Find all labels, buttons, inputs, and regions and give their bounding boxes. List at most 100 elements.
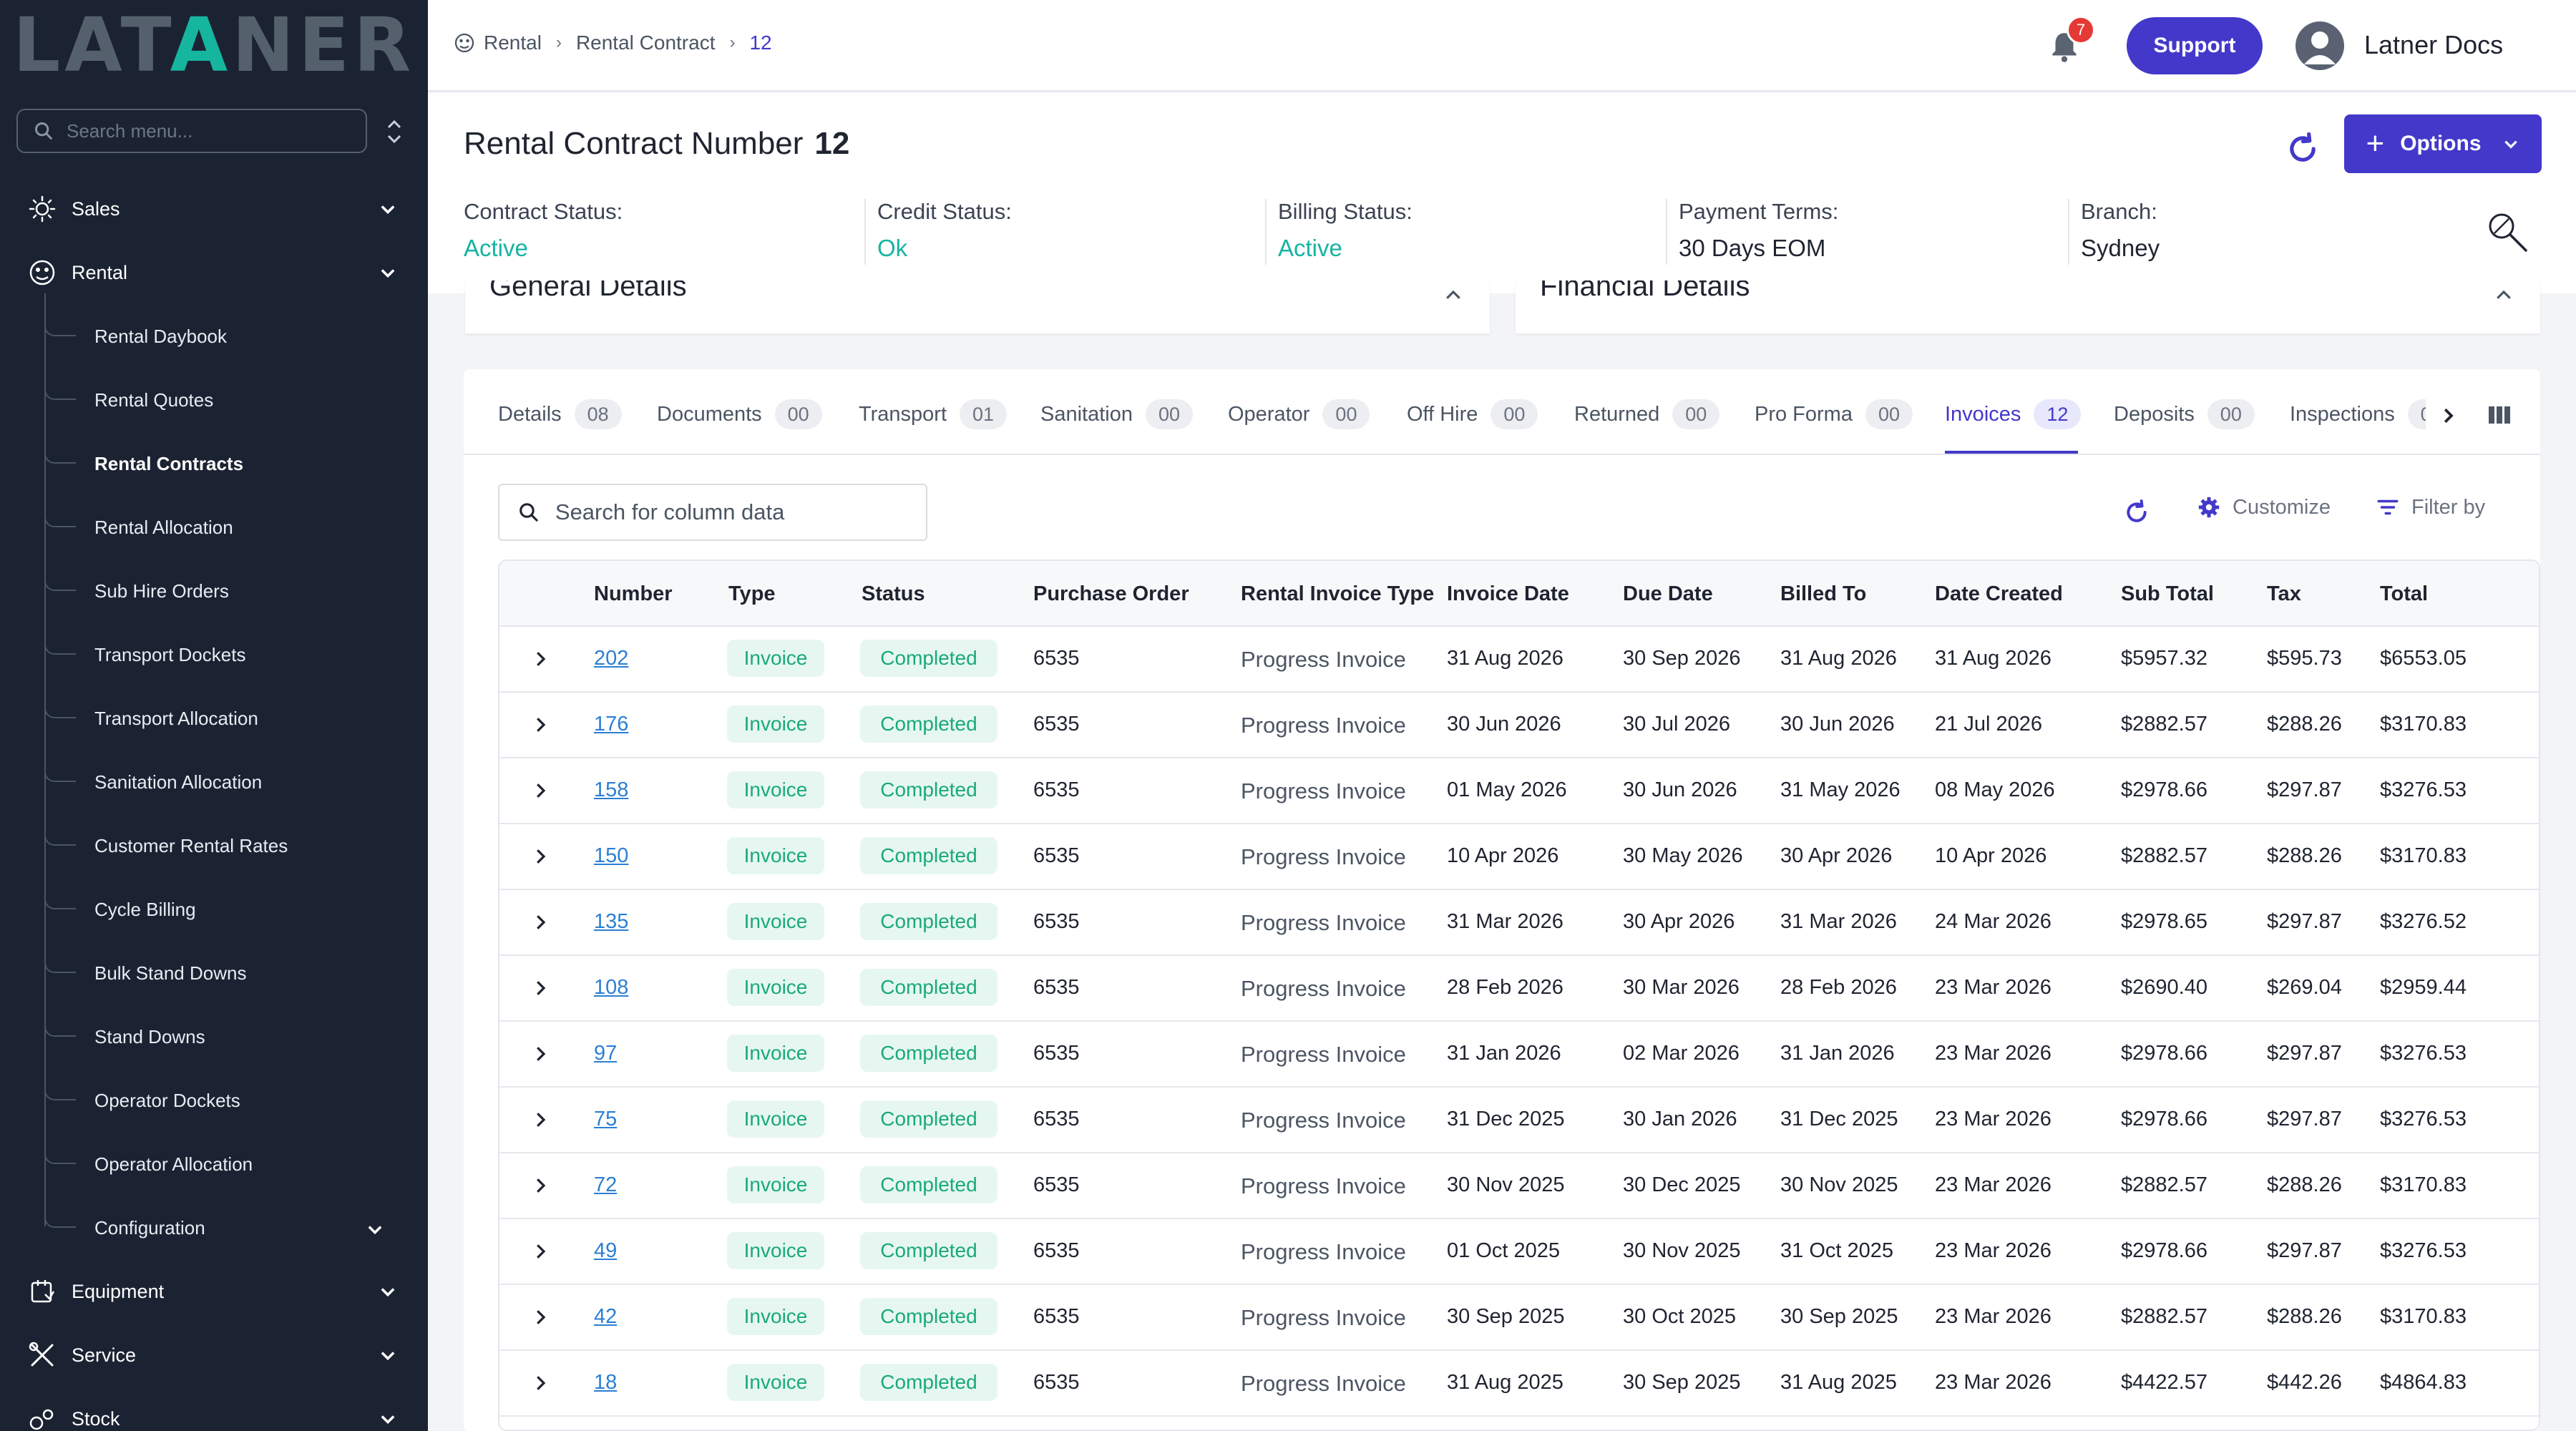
table-row[interactable]: 202 Invoice Completed 6535 Progress Invoice 3…: [499, 627, 2539, 693]
options-button[interactable]: + Options: [2344, 114, 2542, 173]
invoice-number-link[interactable]: 18: [594, 1371, 618, 1394]
column-header-type[interactable]: Type: [728, 582, 776, 605]
sidebar-item-operator-allocation[interactable]: Operator Allocation: [44, 1144, 416, 1184]
expand-row-icon[interactable]: [530, 1175, 551, 1196]
expand-row-icon[interactable]: [530, 846, 551, 867]
table-row[interactable]: 135 Invoice Completed 6535 Progress Invoice 3…: [499, 890, 2539, 956]
invoice-number-link[interactable]: 158: [594, 778, 629, 801]
tab-operator[interactable]: Operator 00: [1228, 396, 1370, 432]
chevron-right-icon[interactable]: [2437, 405, 2459, 426]
invoice-number-link[interactable]: 108: [594, 976, 629, 999]
collapse-sidebar-icon[interactable]: [384, 116, 405, 147]
refresh-icon[interactable]: [2284, 130, 2321, 167]
tab-off-hire[interactable]: Off Hire 00: [1407, 396, 1538, 432]
invoice-number-link[interactable]: 150: [594, 844, 629, 867]
zoom-icon[interactable]: [2484, 209, 2530, 255]
expand-row-icon[interactable]: [530, 714, 551, 736]
expand-row-icon[interactable]: [530, 912, 551, 933]
sidebar-item-bulk-stand-downs[interactable]: Bulk Stand Downs: [44, 953, 416, 993]
invoice-number-link[interactable]: 75: [594, 1108, 618, 1130]
user-name[interactable]: Latner Docs: [2364, 30, 2504, 59]
column-header-rental-invoice-type[interactable]: Rental Invoice Type: [1241, 582, 1435, 605]
expand-row-icon[interactable]: [530, 780, 551, 801]
invoice-number-link[interactable]: 49: [594, 1239, 618, 1262]
column-header-tax[interactable]: Tax: [2267, 582, 2301, 605]
avatar[interactable]: [2296, 21, 2344, 70]
sidebar-search-input[interactable]: [67, 119, 353, 142]
nav-rental[interactable]: Rental: [27, 253, 414, 293]
table-search-input[interactable]: [555, 499, 926, 525]
sidebar-item-rental-daybook[interactable]: Rental Daybook: [44, 316, 416, 356]
column-header-billed-to[interactable]: Billed To: [1780, 582, 1867, 605]
expand-row-icon[interactable]: [530, 648, 551, 670]
general-details-card[interactable]: General Details: [465, 280, 1490, 333]
tab-invoices[interactable]: Invoices 12: [1945, 396, 2082, 432]
expand-row-icon[interactable]: [530, 1241, 551, 1262]
tab-deposits[interactable]: Deposits 00: [2114, 396, 2255, 432]
nav-sales[interactable]: Sales: [27, 189, 414, 229]
sidebar-item-sanitation-allocation[interactable]: Sanitation Allocation: [44, 762, 416, 802]
table-row[interactable]: 176 Invoice Completed 6535 Progress Invoice 3…: [499, 693, 2539, 758]
sidebar-item-sub-hire-orders[interactable]: Sub Hire Orders: [44, 571, 416, 611]
invoice-number-link[interactable]: 202: [594, 647, 629, 670]
sidebar-item-rental-allocation[interactable]: Rental Allocation: [44, 507, 416, 547]
sidebar-item-operator-dockets[interactable]: Operator Dockets: [44, 1080, 416, 1120]
sidebar-item-transport-allocation[interactable]: Transport Allocation: [44, 698, 416, 738]
chevron-up-icon[interactable]: [2493, 285, 2514, 306]
financial-details-card[interactable]: Financial Details: [1516, 280, 2540, 333]
table-row[interactable]: 97 Invoice Completed 6535 Progress Invoice 31…: [499, 1022, 2539, 1088]
expand-row-icon[interactable]: [530, 1109, 551, 1130]
refresh-icon[interactable]: [2122, 498, 2151, 527]
tab-documents[interactable]: Documents 00: [657, 396, 822, 432]
invoice-number-link[interactable]: 97: [594, 1042, 618, 1065]
table-row[interactable]: 158 Invoice Completed 6535 Progress Invoice 0…: [499, 758, 2539, 824]
table-row[interactable]: 75 Invoice Completed 6535 Progress Invoice 31…: [499, 1088, 2539, 1153]
sidebar-item-stand-downs[interactable]: Stand Downs: [44, 1017, 416, 1057]
column-header-due-date[interactable]: Due Date: [1623, 582, 1713, 605]
breadcrumb-rental-contract[interactable]: Rental Contract: [575, 31, 716, 54]
column-header-status[interactable]: Status: [862, 582, 925, 605]
invoice-number-link[interactable]: 135: [594, 910, 629, 933]
tab-details[interactable]: Details 08: [498, 396, 622, 432]
expand-row-icon[interactable]: [530, 1307, 551, 1328]
nav-stock[interactable]: Stock: [27, 1399, 414, 1431]
sidebar-item-cycle-billing[interactable]: Cycle Billing: [44, 889, 416, 929]
column-header-purchase-order[interactable]: Purchase Order: [1033, 582, 1189, 605]
column-header-invoice-date[interactable]: Invoice Date: [1447, 582, 1569, 605]
table-row[interactable]: 18 Invoice Completed 6535 Progress Invoice 31…: [499, 1351, 2539, 1417]
sidebar-item-rental-quotes[interactable]: Rental Quotes: [44, 380, 416, 420]
latner-logo[interactable]: LATANER: [13, 1, 416, 89]
customize-button[interactable]: Customize: [2197, 495, 2331, 519]
invoice-number-link[interactable]: 72: [594, 1173, 618, 1196]
table-row[interactable]: 150 Invoice Completed 6535 Progress Invoice 1…: [499, 824, 2539, 890]
sidebar-item-customer-rental-rates[interactable]: Customer Rental Rates: [44, 826, 416, 866]
tab-sanitation[interactable]: Sanitation 00: [1040, 396, 1193, 432]
table-row[interactable]: 72 Invoice Completed 6535 Progress Invoice 30…: [499, 1153, 2539, 1219]
column-header-date-created[interactable]: Date Created: [1935, 582, 2063, 605]
sidebar-item-configuration[interactable]: Configuration: [44, 1208, 416, 1248]
expand-row-icon[interactable]: [530, 1043, 551, 1065]
table-row[interactable]: 49 Invoice Completed 6535 Progress Invoice 01…: [499, 1219, 2539, 1285]
expand-row-icon[interactable]: [530, 1372, 551, 1394]
invoice-number-link[interactable]: 42: [594, 1305, 618, 1328]
filter-button[interactable]: Filter by: [2376, 495, 2485, 519]
support-button[interactable]: Support: [2127, 17, 2263, 74]
table-row[interactable]: 42 Invoice Completed 6535 Progress Invoice 30…: [499, 1285, 2539, 1351]
sidebar-item-transport-dockets[interactable]: Transport Dockets: [44, 635, 416, 675]
chevron-up-icon[interactable]: [1443, 285, 1464, 306]
nav-service[interactable]: Service: [27, 1335, 414, 1375]
column-header-number[interactable]: Number: [594, 582, 673, 605]
expand-row-icon[interactable]: [530, 977, 551, 999]
invoice-number-link[interactable]: 176: [594, 713, 629, 736]
tab-transport[interactable]: Transport 01: [859, 396, 1008, 432]
column-header-sub-total[interactable]: Sub Total: [2121, 582, 2214, 605]
sidebar-item-rental-contracts[interactable]: Rental Contracts: [44, 444, 416, 484]
table-row[interactable]: 108 Invoice Completed 6535 Progress Invoice 2…: [499, 956, 2539, 1022]
column-header-total[interactable]: Total: [2380, 582, 2429, 605]
columns-icon[interactable]: [2487, 404, 2512, 426]
tab-returned[interactable]: Returned 00: [1574, 396, 1720, 432]
nav-equipment[interactable]: Equipment: [27, 1271, 414, 1312]
tab-pro-forma[interactable]: Pro Forma 00: [1755, 396, 1913, 432]
breadcrumb-rental[interactable]: Rental: [484, 31, 542, 54]
tab-inspections[interactable]: Inspections00: [2290, 396, 2426, 432]
